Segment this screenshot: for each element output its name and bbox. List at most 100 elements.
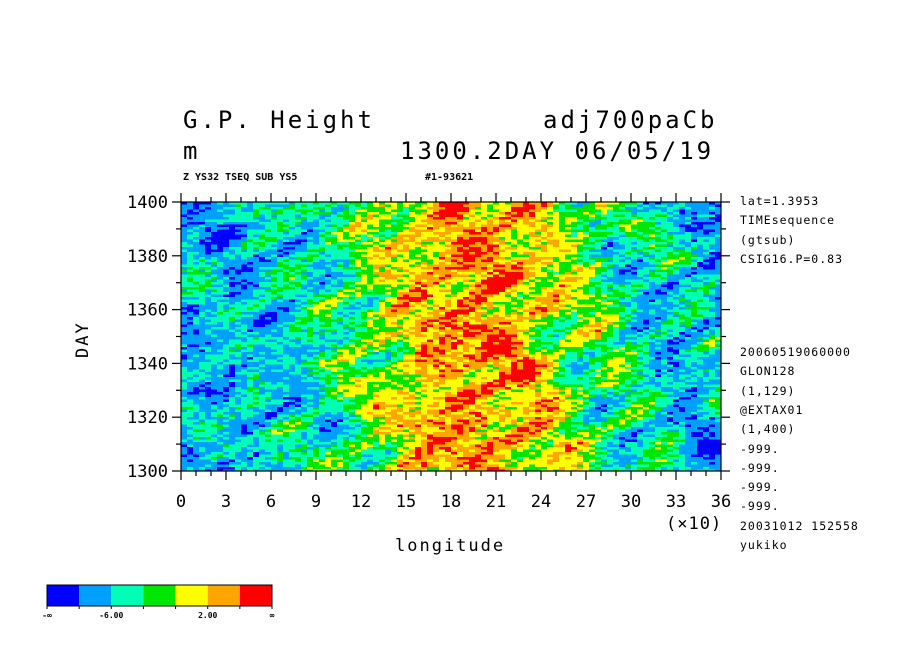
heatmap-cell [187,244,194,248]
heatmap-cell [229,267,236,270]
heatmap-cell [355,334,362,338]
heatmap-cell [601,259,608,263]
heatmap-cell [523,324,530,328]
heatmap-cell [319,232,326,235]
heatmap-cell [547,312,554,315]
heatmap-cell [283,337,290,340]
heatmap-cell [289,264,296,268]
heatmap-cell [199,314,206,318]
heatmap-cell [649,227,656,230]
heatmap-cell [661,204,668,208]
heatmap-cell [391,324,398,328]
heatmap-cell [517,219,524,223]
heatmap-cell [679,217,686,220]
heatmap-cell [199,252,206,255]
heatmap-cell [565,332,572,335]
heatmap-cell [343,207,350,210]
heatmap-cell [385,227,392,230]
heatmap-cell [565,307,572,310]
heatmap-cell [535,317,542,320]
heatmap-cell [637,249,644,253]
heatmap-cell [553,244,560,248]
heatmap-cell [451,247,458,250]
heatmap-cell [451,254,458,258]
heatmap-cell [409,207,416,210]
heatmap-cell [187,287,194,290]
heatmap-cell [529,282,536,285]
heatmap-cell [469,337,476,340]
heatmap-cell [409,329,416,333]
heatmap-cell [277,327,284,330]
heatmap-cell [187,279,194,283]
heatmap-cell [703,319,710,323]
heatmap-cell [583,262,590,265]
heatmap-cell [559,249,566,253]
heatmap-cell [433,297,440,300]
heatmap-cell [379,269,386,273]
heatmap-cell [331,292,338,295]
heatmap-cell [181,294,188,298]
heatmap-cell [217,309,224,313]
heatmap-cell [469,269,476,273]
heatmap-cell [229,264,236,268]
heatmap-cell [553,249,560,253]
heatmap-cell [409,237,416,240]
heatmap-cell [193,217,200,220]
heatmap-cell [469,314,476,318]
heatmap-cell [643,279,650,283]
heatmap-cell [667,269,674,273]
heatmap-cell [661,329,668,333]
heatmap-cell [307,327,314,330]
heatmap-cell [253,267,260,270]
heatmap-cell [187,284,194,288]
heatmap-cell [463,239,470,243]
heatmap-cell [367,284,374,288]
heatmap-cell [217,324,224,328]
heatmap-cell [313,239,320,243]
heatmap-cell [355,322,362,325]
heatmap-cell [253,262,260,265]
heatmap-cell [601,289,608,293]
heatmap-cell [277,212,284,215]
heatmap-cell [655,307,662,310]
heatmap-cell [181,339,188,343]
heatmap-cell [253,272,260,275]
heatmap-cell [625,222,632,225]
heatmap-cell [463,267,470,270]
heatmap-cell [187,319,194,323]
heatmap-cell [265,317,272,320]
heatmap-cell [559,322,566,325]
heatmap-cell [667,267,674,270]
heatmap-cell [691,294,698,298]
heatmap-cell [607,312,614,315]
heatmap-cell [715,204,721,208]
heatmap-cell [223,264,230,268]
heatmap-cell [559,297,566,300]
heatmap-cell [313,234,320,238]
heatmap-cell [601,222,608,225]
heatmap-cell [667,237,674,240]
heatmap-cell [451,314,458,318]
heatmap-cell [349,227,356,230]
heatmap-cell [379,254,386,258]
heatmap-cell [277,247,284,250]
heatmap-cell [625,234,632,238]
heatmap-cell [541,322,548,325]
heatmap-cell [589,329,596,333]
heatmap-cell [595,262,602,265]
heatmap-cell [361,257,368,260]
heatmap-cell [361,274,368,278]
heatmap-cell [673,289,680,293]
heatmap-cell [523,227,530,230]
heatmap-cell [697,329,704,333]
heatmap-cell [265,249,272,253]
heatmap-cell [619,239,626,243]
heatmap-cell [553,324,560,328]
heatmap-cell [607,264,614,268]
heatmap-cell [229,304,236,308]
heatmap-cell [199,312,206,315]
heatmap-cell [649,299,656,303]
heatmap-cell [661,242,668,245]
heatmap-cell [313,297,320,300]
heatmap-cell [403,334,410,338]
